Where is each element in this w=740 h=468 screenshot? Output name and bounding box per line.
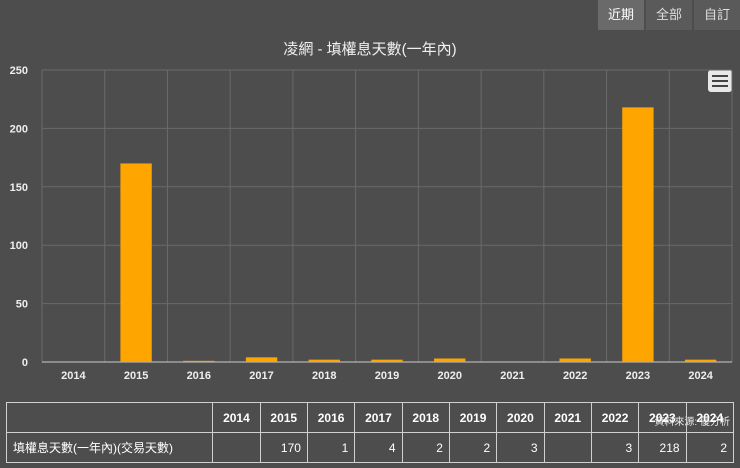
table-header-2023: 2023 bbox=[638, 402, 687, 433]
x-tick-label: 2024 bbox=[688, 370, 713, 382]
table-cell-2016: 1 bbox=[306, 432, 356, 463]
table-cell-2022: 3 bbox=[590, 432, 640, 463]
table-header-2019: 2019 bbox=[448, 402, 498, 433]
chart-title: 凌網 - 填權息天數(一年內) bbox=[283, 41, 457, 58]
y-tick-label: 150 bbox=[10, 182, 28, 194]
chart-area: 凌網 - 填權息天數(一年內) 0 50 100 150 200 250 2014 2015 2… bbox=[0, 30, 740, 428]
range-tabs: 近期 全部 自訂 bbox=[597, 0, 740, 30]
table-cell-2017: 4 bbox=[354, 432, 403, 463]
table-cell-2023: 218 bbox=[638, 432, 687, 463]
x-tick-label: 2014 bbox=[61, 370, 86, 382]
bar-2019 bbox=[371, 359, 403, 362]
table-cell-2019: 2 bbox=[448, 432, 498, 463]
table-header-2021: 2021 bbox=[543, 402, 592, 433]
bar-2017 bbox=[245, 357, 278, 362]
x-tick-label: 2015 bbox=[124, 370, 148, 382]
x-tick-label: 2022 bbox=[563, 370, 587, 382]
x-tick-label: 2021 bbox=[500, 370, 524, 382]
table-header-2018: 2018 bbox=[401, 402, 450, 433]
tab-all[interactable]: 全部 bbox=[645, 0, 692, 30]
bar-2020 bbox=[434, 358, 466, 362]
x-tick-label: 2020 bbox=[437, 370, 461, 382]
table-row: 填權息天數(一年內)(交易天數) 170 1 4 2 2 3 3 218 2 bbox=[5, 432, 735, 463]
y-tick-label: 50 bbox=[16, 299, 28, 311]
table-header-2020: 2020 bbox=[496, 402, 545, 433]
x-tick-label: 2019 bbox=[375, 370, 399, 382]
bar-2024 bbox=[684, 359, 717, 362]
table-header-2016: 2016 bbox=[306, 402, 356, 433]
x-tick-label: 2018 bbox=[312, 370, 336, 382]
x-tick-label: 2017 bbox=[249, 370, 273, 382]
table-header-2017: 2017 bbox=[354, 402, 403, 433]
bar-2022 bbox=[559, 358, 591, 362]
table-cell-2021 bbox=[543, 432, 592, 463]
y-tick-label: 0 bbox=[22, 357, 28, 369]
hamburger-menu-icon[interactable] bbox=[708, 70, 732, 92]
table-cell-2014 bbox=[212, 432, 261, 463]
table-header-2014: 2014 bbox=[212, 402, 261, 433]
tab-custom[interactable]: 自訂 bbox=[693, 0, 740, 30]
data-table: 2014 2015 2016 2017 2018 2019 2020 2021 2022 2023… bbox=[5, 402, 735, 463]
bar-2023 bbox=[622, 107, 654, 362]
table-corner-cell bbox=[5, 402, 214, 433]
table-header-2015: 2015 bbox=[259, 402, 308, 433]
y-tick-label: 200 bbox=[10, 123, 28, 135]
bar-2018 bbox=[308, 359, 340, 362]
table-header-row: 2014 2015 2016 2017 2018 2019 2020 2021 2022 2023… bbox=[5, 402, 735, 433]
table-cell-2015: 170 bbox=[259, 432, 308, 463]
table-cell-2020: 3 bbox=[496, 432, 545, 463]
table-cell-2018: 2 bbox=[401, 432, 450, 463]
bar-2016 bbox=[183, 360, 215, 362]
x-tick-label: 2023 bbox=[626, 370, 650, 382]
y-tick-label: 250 bbox=[10, 65, 28, 77]
table-header-2024: 2024 bbox=[685, 402, 735, 433]
y-tick-label: 100 bbox=[10, 240, 28, 252]
table-cell-2024: 2 bbox=[685, 432, 735, 463]
bar-chart: 0 50 100 150 200 250 2014 2015 2016 2017 2018 2019 2… bbox=[10, 65, 733, 382]
tab-recent[interactable]: 近期 bbox=[597, 0, 644, 30]
table-header-2022: 2022 bbox=[590, 402, 640, 433]
table-row-label: 填權息天數(一年內)(交易天數) bbox=[5, 432, 214, 463]
x-tick-label: 2016 bbox=[187, 370, 211, 382]
bar-2015 bbox=[120, 163, 152, 362]
